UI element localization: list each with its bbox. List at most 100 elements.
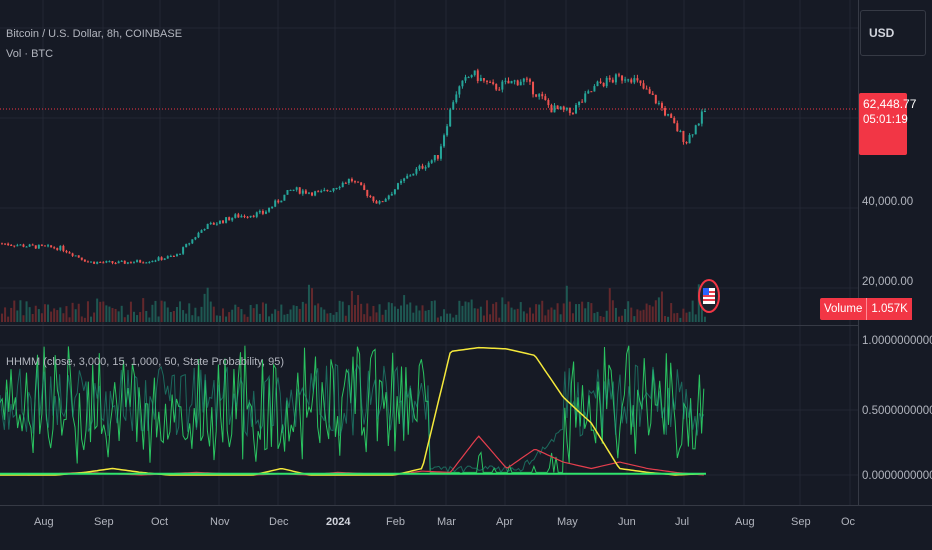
candle-body (559, 106, 562, 109)
time-tick-10: Jun (618, 516, 636, 528)
volume-bar (34, 305, 37, 322)
candle-body (464, 77, 467, 81)
volume-bar (132, 311, 135, 322)
volume-bar (243, 314, 246, 322)
volume-bar (295, 306, 298, 322)
volume-bar (587, 301, 590, 322)
volume-bar (354, 304, 356, 322)
us-flag-event-icon[interactable] (698, 278, 720, 314)
candle-body (47, 245, 50, 247)
volume-bar (74, 309, 77, 322)
time-tick-5: 2024 (326, 516, 351, 528)
candle-body (679, 130, 682, 132)
candle-body (154, 260, 157, 262)
candle-body (381, 201, 384, 203)
volume-bar (578, 304, 581, 322)
time-tick-3: Nov (210, 516, 230, 528)
volume-bar (31, 313, 34, 322)
volume-bar (37, 309, 40, 322)
time-tick-4: Dec (269, 516, 289, 528)
symbol-legend[interactable]: Bitcoin / U.S. Dollar, 8h, COINBASE (6, 28, 183, 40)
volume-bar (473, 308, 476, 322)
candle-body (301, 190, 304, 194)
currency-selector[interactable]: USD (860, 10, 926, 56)
volume-bar (123, 317, 126, 322)
candle-body (249, 215, 252, 218)
candle-body (685, 141, 688, 144)
candle-body (268, 207, 271, 212)
volume-bar (114, 308, 117, 322)
volume-bar (28, 307, 31, 322)
volume-bar (639, 310, 642, 322)
candle-body (311, 192, 314, 196)
candle-body (258, 211, 261, 213)
candle-body (65, 250, 68, 253)
volume-bar (568, 301, 571, 322)
candle-body (240, 215, 243, 218)
candle-body (317, 191, 320, 193)
candle-body (338, 187, 341, 189)
candle-body (295, 187, 298, 190)
volume-bar (341, 301, 344, 322)
candle-body (495, 84, 498, 90)
volume-bar (575, 304, 578, 322)
state-teal-line (0, 363, 705, 474)
candle-body (470, 75, 473, 78)
volume-bar (47, 304, 50, 322)
candle-body (56, 248, 59, 250)
grid (0, 0, 858, 505)
candle-body (396, 183, 399, 190)
volume-bar (286, 313, 289, 322)
candle-body (335, 188, 338, 190)
volume-bar (630, 307, 633, 322)
candle-body (593, 86, 596, 92)
candle-body (433, 155, 436, 161)
candle-body (298, 187, 301, 194)
candle-body (90, 261, 93, 263)
volume-bar (513, 309, 516, 322)
candle-body (430, 160, 433, 163)
candle-body (664, 108, 667, 116)
candle-body (581, 101, 584, 103)
candle-body (320, 191, 323, 193)
volume-bar (363, 314, 366, 322)
volume-badge-value: 1.057K (866, 298, 912, 320)
indicator-legend[interactable]: HHMM (close, 3,000, 15, 1,000, 50, State… (6, 356, 284, 368)
volume-bar (111, 308, 114, 322)
candle-body (231, 217, 234, 221)
volume-bar (65, 306, 68, 322)
candle-body (590, 91, 593, 93)
candle-body (467, 77, 470, 79)
volume-bar (703, 316, 706, 322)
volume-bar (206, 287, 209, 322)
candle-body (645, 88, 648, 90)
volume-bar (525, 313, 528, 322)
volume-bar (258, 313, 261, 322)
candle-body (578, 101, 581, 106)
candle-body (439, 146, 442, 159)
volume-bar (439, 316, 442, 322)
volume-bar (470, 299, 473, 322)
volume-bar (409, 302, 412, 322)
volume-bar (550, 307, 553, 322)
volume-bar (7, 316, 10, 322)
volume-bar (129, 301, 132, 322)
volume-bar (86, 301, 89, 322)
candle-body (215, 223, 218, 225)
candle-body (93, 261, 96, 264)
candle-body (412, 173, 415, 176)
volume-bar (102, 301, 105, 322)
volume-badge-label: Volume (820, 298, 867, 320)
volume-bar (519, 302, 522, 322)
volume-bar (222, 308, 225, 322)
candle-body (538, 94, 541, 97)
candle-body (50, 245, 53, 248)
candle-body (129, 262, 132, 264)
candle-body (492, 82, 495, 85)
volume-bar (126, 314, 129, 322)
volume-bar (571, 313, 574, 322)
volume-legend[interactable]: Vol · BTC (6, 48, 54, 60)
candle-body (519, 81, 522, 86)
candle-body (175, 254, 178, 257)
